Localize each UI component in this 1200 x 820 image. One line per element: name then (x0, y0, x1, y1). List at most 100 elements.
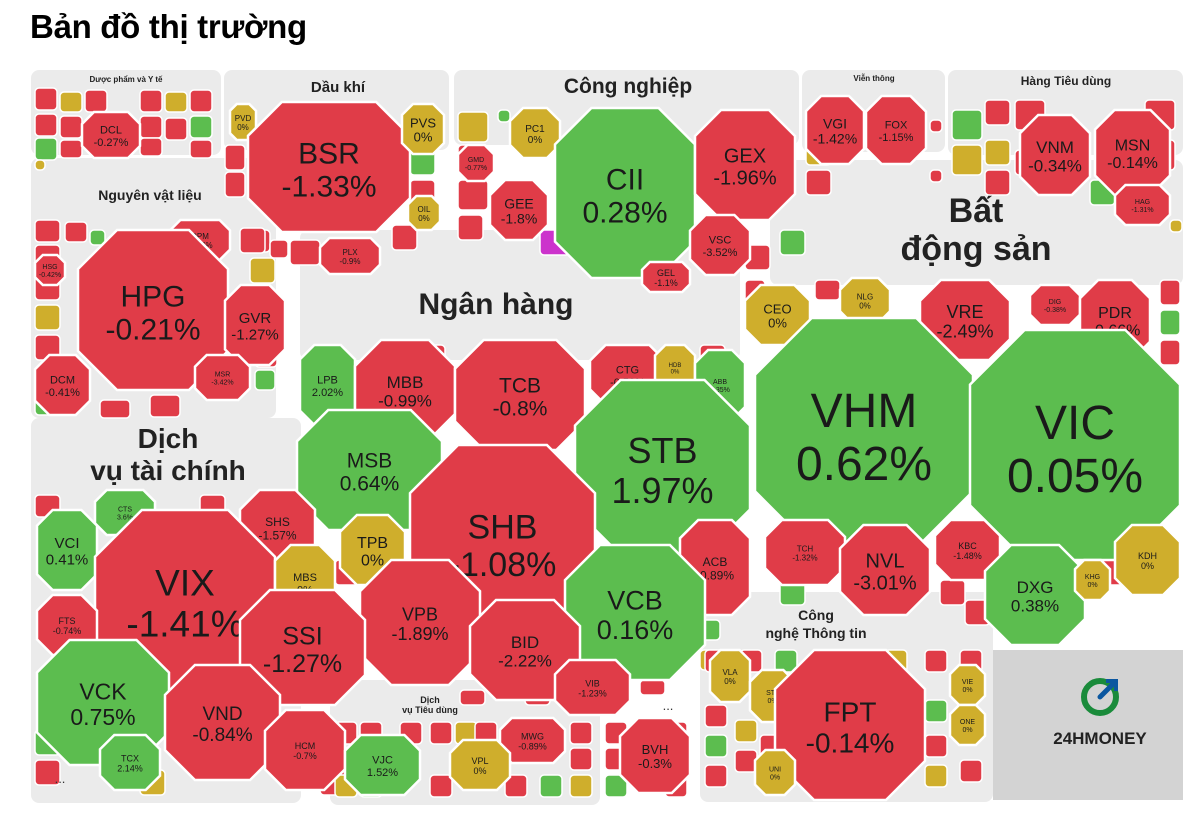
stock-tile-gex[interactable]: GEX-1.96% (693, 108, 797, 222)
filler-cell[interactable] (149, 394, 181, 418)
stock-tile-dcm[interactable]: DCM-0.41% (33, 353, 92, 417)
stock-tile-bsr[interactable]: BSR-1.33% (246, 100, 412, 234)
filler-cell[interactable] (164, 117, 188, 141)
stock-tile-gvr[interactable]: GVR-1.27% (223, 283, 287, 367)
stock-tile-mwg[interactable]: MWG-0.89% (498, 716, 567, 765)
filler-cell[interactable] (924, 764, 948, 788)
filler-cell[interactable] (457, 179, 489, 211)
stock-tile-vsc[interactable]: VSC-3.52% (688, 213, 752, 277)
filler-cell[interactable] (89, 229, 106, 246)
stock-tile-vre[interactable]: VRE-2.49% (918, 278, 1012, 362)
filler-cell[interactable] (734, 719, 758, 743)
filler-cell[interactable] (929, 169, 943, 183)
stock-tile-vnm[interactable]: VNM-0.34% (1018, 113, 1092, 197)
filler-cell[interactable] (539, 774, 563, 798)
filler-cell[interactable] (959, 759, 983, 783)
filler-cell[interactable] (429, 774, 453, 798)
stock-tile-gmd[interactable]: GMD-0.77% (456, 143, 496, 183)
stock-tile-hpg[interactable]: HPG-0.21% (76, 228, 230, 392)
filler-cell[interactable] (139, 89, 163, 113)
filler-cell[interactable] (391, 224, 418, 251)
stock-tile-fox[interactable]: FOX-1.15% (864, 94, 928, 166)
filler-cell[interactable] (704, 764, 728, 788)
filler-cell[interactable] (164, 91, 188, 113)
filler-cell[interactable] (224, 144, 246, 171)
filler-cell[interactable] (254, 369, 276, 391)
filler-cell[interactable] (1159, 309, 1181, 336)
filler-cell[interactable] (497, 109, 511, 123)
filler-cell[interactable] (289, 239, 321, 266)
filler-cell[interactable] (59, 139, 83, 159)
stock-tile-hag[interactable]: HAG-1.31% (1113, 183, 1172, 227)
stock-tile-dig[interactable]: DIG-0.38% (1028, 283, 1082, 327)
stock-tile-tcb[interactable]: TCB-0.8% (453, 338, 587, 452)
stock-tile-hsg[interactable]: HSG-0.42% (33, 253, 67, 287)
filler-cell[interactable] (704, 704, 728, 728)
filler-cell[interactable] (639, 679, 666, 696)
stock-tile-ssi[interactable]: SSI-1.27% (238, 588, 367, 707)
filler-cell[interactable] (99, 399, 131, 419)
filler-cell[interactable] (939, 579, 966, 606)
filler-cell[interactable] (224, 171, 246, 198)
stock-tile-bid[interactable]: BID-2.22% (468, 598, 582, 702)
filler-cell[interactable] (1169, 219, 1183, 233)
filler-cell[interactable] (139, 115, 163, 139)
stock-tile-vnd[interactable]: VND-0.84% (163, 663, 282, 782)
filler-cell[interactable] (1159, 339, 1181, 366)
filler-cell[interactable] (84, 89, 108, 113)
filler-cell[interactable] (604, 774, 628, 798)
stock-tile-dcl[interactable]: DCL-0.27% (80, 110, 142, 160)
more-marker-1[interactable]: ... (663, 698, 674, 713)
filler-cell[interactable] (429, 721, 453, 745)
filler-cell[interactable] (504, 774, 528, 798)
filler-cell[interactable] (569, 747, 593, 771)
filler-cell[interactable] (249, 257, 276, 284)
filler-cell[interactable] (569, 721, 593, 745)
more-marker-0[interactable]: ... (55, 771, 66, 786)
filler-cell[interactable] (34, 304, 61, 331)
filler-cell[interactable] (569, 774, 593, 798)
filler-cell[interactable] (64, 221, 88, 243)
filler-cell[interactable] (189, 89, 213, 113)
filler-cell[interactable] (951, 144, 983, 176)
filler-cell[interactable] (189, 115, 213, 139)
stock-tile-hcm[interactable]: HCM-0.7% (263, 708, 347, 792)
filler-cell[interactable] (779, 229, 806, 256)
filler-cell[interactable] (984, 169, 1011, 196)
stock-tile-vpb[interactable]: VPB-1.89% (358, 558, 482, 687)
stock-tile-plx[interactable]: PLX-0.9% (318, 236, 382, 276)
filler-cell[interactable] (734, 749, 758, 773)
filler-cell[interactable] (984, 99, 1011, 126)
stock-tile-bvh[interactable]: BVH-0.3% (618, 716, 692, 795)
filler-cell[interactable] (457, 214, 484, 241)
filler-cell[interactable] (34, 137, 58, 161)
filler-cell[interactable] (34, 113, 58, 137)
stock-tile-gel[interactable]: GEL-1.1% (640, 260, 692, 294)
stock-tile-nvl[interactable]: NVL-3.01% (838, 523, 932, 617)
filler-cell[interactable] (139, 137, 163, 157)
filler-cell[interactable] (1159, 279, 1181, 306)
filler-cell[interactable] (189, 139, 213, 159)
filler-cell[interactable] (814, 279, 841, 301)
filler-cell[interactable] (459, 689, 486, 706)
filler-cell[interactable] (924, 734, 948, 758)
filler-cell[interactable] (704, 734, 728, 758)
stock-tile-msr[interactable]: MSR-3.42% (193, 353, 252, 402)
filler-cell[interactable] (951, 109, 983, 141)
